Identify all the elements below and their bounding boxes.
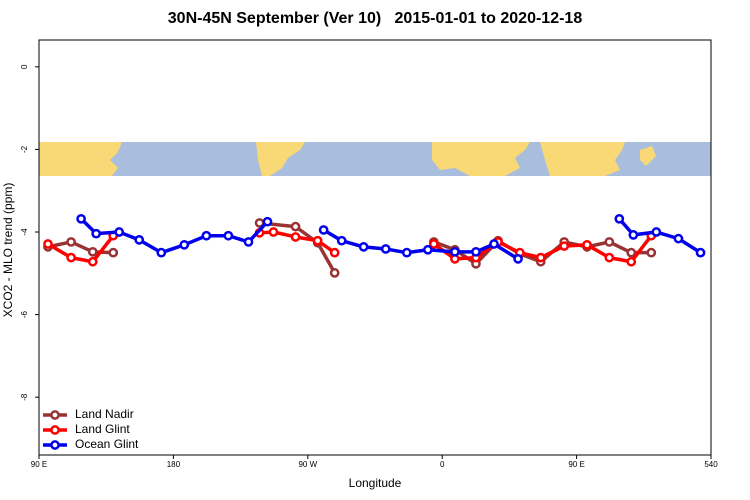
data-point	[626, 247, 637, 258]
data-point	[471, 246, 481, 257]
data-point	[312, 235, 323, 246]
legend-marker	[50, 410, 60, 420]
data-point	[535, 252, 546, 263]
data-point	[114, 227, 125, 237]
data-point	[134, 235, 145, 245]
data-point	[336, 235, 347, 246]
y-tick-label: 0	[20, 64, 29, 69]
data-point	[673, 233, 684, 244]
data-point	[358, 242, 369, 252]
legend-label: Ocean Glint	[75, 437, 139, 451]
data-point	[318, 225, 329, 235]
plot-frame	[38, 39, 712, 456]
x-tick-label: 90 W	[298, 460, 317, 469]
chart-title: 30N-45N September (Ver 10) 2015-01-01 to…	[168, 10, 583, 27]
data-point	[87, 246, 98, 257]
data-point	[628, 230, 639, 240]
data-point	[66, 237, 76, 247]
x-tick-label: 90 E	[568, 460, 584, 469]
data-point	[179, 239, 190, 250]
data-point	[380, 244, 391, 254]
y-tick-label: -6	[20, 311, 29, 319]
data-point	[401, 247, 412, 258]
data-point	[450, 246, 460, 257]
data-point	[626, 256, 637, 267]
data-point	[604, 252, 615, 263]
world-map	[39, 142, 711, 176]
x-tick-label: 90 E	[31, 460, 47, 469]
data-point	[223, 230, 234, 241]
data-point	[243, 237, 254, 247]
data-point	[156, 247, 167, 258]
data-point	[108, 247, 119, 258]
data-point	[43, 239, 53, 249]
y-tick-label: -2	[20, 145, 29, 153]
y-axis-label: XCO2 - MLO trend (ppm)	[1, 183, 15, 318]
data-point	[604, 237, 615, 247]
x-tick-label: 0	[440, 460, 445, 469]
data-point	[290, 232, 301, 242]
data-point	[66, 252, 76, 263]
data-point	[513, 254, 523, 264]
data-point	[614, 213, 625, 224]
data-point	[262, 216, 273, 227]
data-point	[201, 230, 212, 241]
data-point	[428, 239, 439, 249]
data-point	[91, 228, 102, 239]
data-point	[76, 213, 86, 224]
y-tick-label: -8	[20, 393, 29, 401]
data-point	[559, 241, 570, 251]
legend-label: Land Nadir	[75, 407, 134, 421]
x-axis-label: Longitude	[349, 476, 402, 490]
x-tick-label: 540	[704, 460, 718, 469]
data-point	[329, 247, 340, 258]
legend-label: Land Glint	[75, 422, 130, 436]
y-tick-label: -4	[20, 228, 29, 236]
data-point	[423, 244, 433, 255]
legend-marker	[50, 440, 60, 450]
data-point	[489, 239, 499, 249]
data-point	[290, 221, 301, 232]
legend-marker	[50, 425, 60, 435]
data-point	[651, 227, 662, 237]
data-point	[582, 239, 592, 250]
data-point	[87, 256, 98, 267]
data-point	[646, 247, 657, 258]
data-point	[695, 247, 706, 258]
x-tick-label: 180	[167, 460, 181, 469]
data-point	[329, 268, 340, 278]
data-point	[268, 227, 279, 237]
